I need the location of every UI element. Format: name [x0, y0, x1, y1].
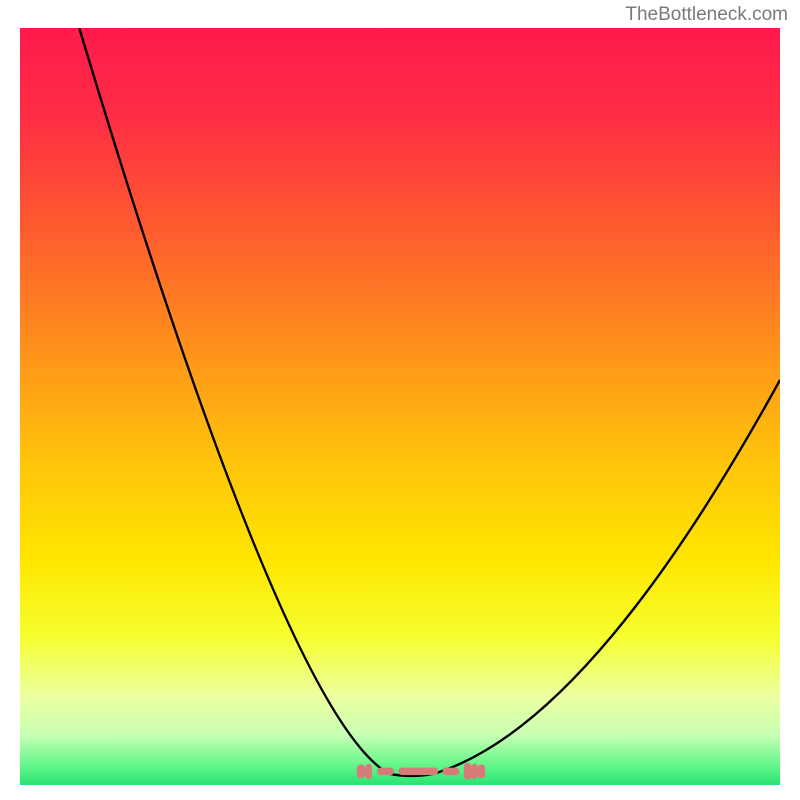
plot-area	[20, 28, 780, 785]
bottom-marker	[443, 768, 460, 776]
bottom-marker	[464, 763, 472, 780]
bottom-marker	[377, 768, 394, 776]
watermark-text: TheBottleneck.com	[625, 4, 788, 26]
bottom-marker	[398, 768, 438, 776]
bottom-marker	[471, 764, 477, 779]
bottleneck-curve-path	[79, 28, 780, 776]
bottom-marker	[357, 765, 366, 779]
bottom-marker	[366, 764, 372, 779]
curve-layer	[20, 28, 780, 785]
bottom-marker	[478, 765, 486, 779]
bottleneck-chart: TheBottleneck.com	[0, 0, 800, 800]
